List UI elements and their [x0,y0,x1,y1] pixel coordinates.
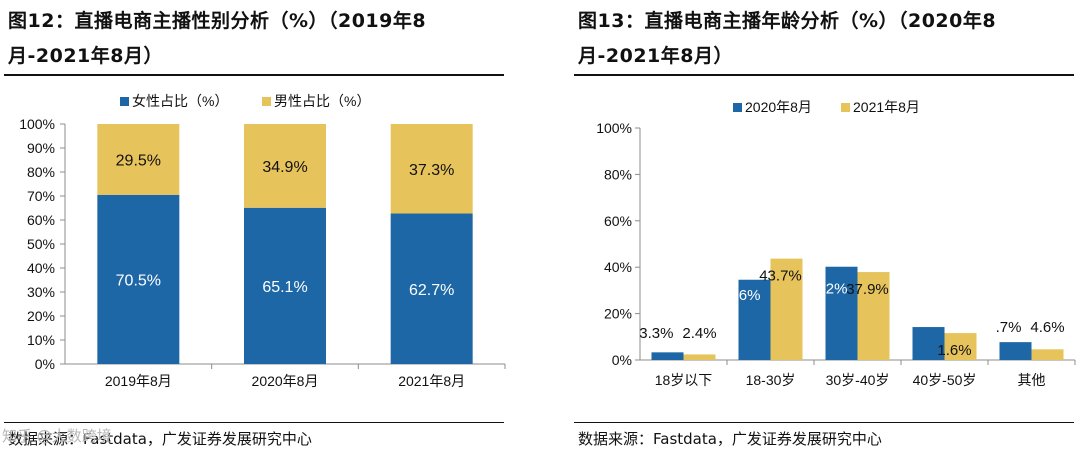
legend-label-0: 女性占比（%） [132,93,228,109]
bar-female-0 [97,194,180,364]
y-tick-label: 0% [35,356,55,372]
bar-2020-0 [651,352,684,360]
data-label-2020-3: 4.2% [900,311,934,328]
y-tick-label: 40% [604,259,632,275]
figure-12-bottom-rule [4,422,504,423]
data-label-female-1: 65.1% [262,279,307,296]
y-tick-label: 80% [604,166,632,182]
bar-male-0 [97,124,180,195]
figure-12-top-rule [4,74,504,76]
x-tick-label-1: 2020年8月 [252,373,319,389]
y-tick-label: 100% [19,116,55,132]
bar-female-2 [390,213,473,364]
data-label-2020-0: 3.3% [639,325,673,342]
x-tick-label-0: 18岁以下 [655,372,713,388]
legend-swatch-1 [262,97,271,106]
data-label-male-0: 29.5% [116,152,161,169]
y-tick-label: 60% [604,213,632,229]
legend-swatch-1 [841,103,850,112]
figure-12-source: 数据来源：Fastdata，广发证券发展研究中心 [8,430,312,448]
legend-label-0: 2020年8月 [745,99,812,115]
y-tick-label: 80% [27,164,55,180]
x-tick-label-0: 2019年8月 [105,373,172,389]
bar-2020-1 [738,279,771,360]
y-tick-label: 90% [27,140,55,156]
y-tick-label: 0% [612,352,632,368]
data-label-2021-2: 37.9% [846,281,889,298]
y-tick-label: 70% [27,188,55,204]
data-label-2021-0: 2.4% [682,325,716,342]
y-tick-label: 30% [27,284,55,300]
gender-stacked-bar-chart: 女性占比（%） 男性占比（%） 0% 10% 20% 30% 40% 50% 60% 70% 80%… [19,93,506,389]
x-tick-label-4: 其他 [1018,372,1046,388]
bar-female-1 [244,207,326,364]
data-label-2020-1: 4.6% [726,287,760,304]
data-label-male-2: 37.3% [409,162,454,179]
bar-2020-3 [912,327,945,360]
data-label-2021-4: 4.6% [1030,319,1064,336]
bar-2020-2 [825,266,858,360]
x-tick-label-3: 40岁-50岁 [913,372,977,388]
figure-13-panel: 图13：直播电商主播年龄分析（%）（2020年8月-2021年8月） 2020年… [570,0,1080,458]
data-label-2021-3: 1.6% [937,342,971,359]
bar-male-2 [390,124,473,214]
figure-13-bottom-rule [574,422,1074,423]
figure-13-source: 数据来源：Fastdata，广发证券发展研究中心 [578,430,882,448]
watermark: 知乎 @大数跨境 [2,427,112,445]
bar-2021-4 [1031,349,1064,360]
data-label-female-0: 70.5% [116,272,161,289]
y-tick-label: 40% [27,260,55,276]
figure-12-title: 图12：直播电商主播性别分析（%）（2019年8月-2021年8月） [8,10,427,67]
x-tick-label-2: 30岁-40岁 [826,372,890,388]
bar-2021-0 [683,354,716,360]
data-label-2021-1: 43.7% [759,268,802,285]
legend-swatch-0 [120,97,129,106]
data-label-female-2: 62.7% [409,282,454,299]
x-tick-label-2: 2021年8月 [398,373,465,389]
legend-swatch-0 [733,103,742,112]
data-label-2020-4: .7% [996,319,1022,336]
bar-male-1 [244,124,326,208]
data-label-male-1: 34.9% [262,159,307,176]
bar-2021-1 [770,258,803,360]
data-label-2020-2: 0.2% [813,280,847,297]
y-tick-label: 10% [27,332,55,348]
y-tick-label: 100% [596,120,632,136]
bar-2020-4 [999,342,1032,360]
legend-label-1: 2021年8月 [853,99,920,115]
x-tick-label-1: 18-30岁 [746,372,796,388]
y-tick-label: 20% [27,308,55,324]
y-tick-label: 50% [27,236,55,252]
y-tick-label: 60% [27,212,55,228]
bar-2021-3 [944,333,977,360]
legend-label-1: 男性占比（%） [274,93,370,109]
bar-2021-2 [857,272,890,360]
figure-12-panel: 图12：直播电商主播性别分析（%）（2019年8月-2021年8月） 女性占比（… [0,0,510,458]
y-tick-label: 20% [604,306,632,322]
age-grouped-bar-chart: 2020年8月 2021年8月 0% 20% 40% 60% 80% 100% 3.3% 2.4%… [596,99,1076,388]
figure-13-top-rule [574,74,1074,76]
figure-13-title: 图13：直播电商主播年龄分析（%）（2020年8月-2021年8月） [578,10,997,67]
